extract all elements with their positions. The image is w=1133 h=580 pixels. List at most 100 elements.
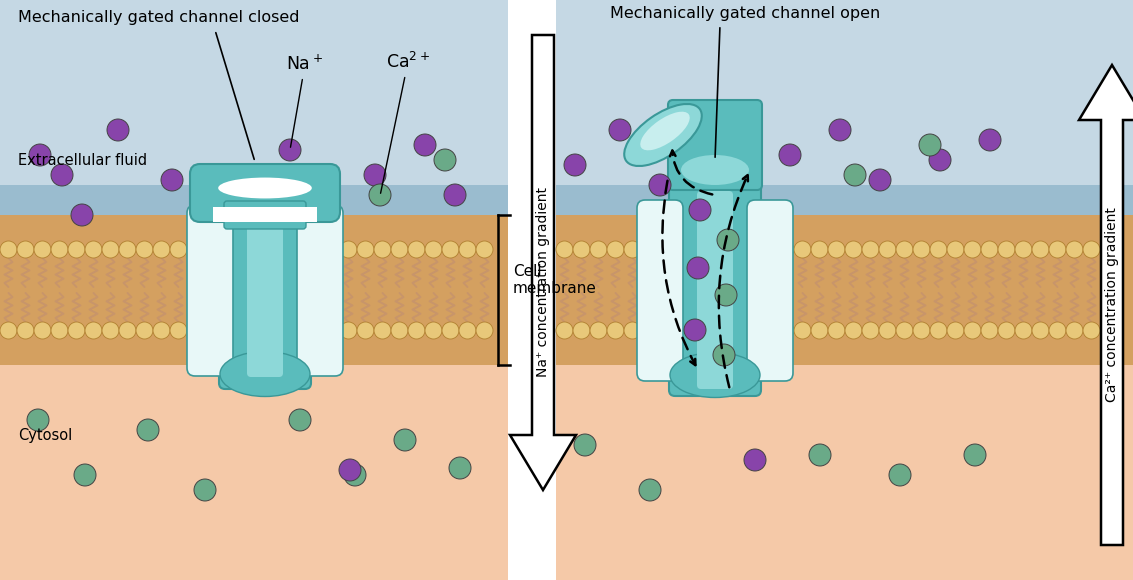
Text: Mechanically gated channel open: Mechanically gated channel open <box>610 6 880 21</box>
Circle shape <box>34 241 51 258</box>
Circle shape <box>34 322 51 339</box>
Circle shape <box>715 284 736 306</box>
Circle shape <box>27 409 49 431</box>
Circle shape <box>68 322 85 339</box>
Circle shape <box>51 164 73 186</box>
Circle shape <box>684 319 706 341</box>
Circle shape <box>964 322 981 339</box>
Circle shape <box>369 184 391 206</box>
Circle shape <box>556 241 573 258</box>
Bar <box>0 185 508 245</box>
Circle shape <box>51 322 68 339</box>
Circle shape <box>17 322 34 339</box>
Circle shape <box>444 184 466 206</box>
FancyBboxPatch shape <box>224 201 306 229</box>
Circle shape <box>869 169 891 191</box>
Circle shape <box>689 199 712 221</box>
Circle shape <box>449 457 471 479</box>
Circle shape <box>425 322 442 339</box>
FancyBboxPatch shape <box>297 205 343 376</box>
Circle shape <box>408 322 425 339</box>
Circle shape <box>639 479 661 501</box>
Circle shape <box>889 464 911 486</box>
Circle shape <box>161 169 184 191</box>
Circle shape <box>1049 241 1066 258</box>
Circle shape <box>119 322 136 339</box>
Circle shape <box>930 241 947 258</box>
Circle shape <box>102 322 119 339</box>
Circle shape <box>607 322 624 339</box>
Circle shape <box>1083 322 1100 339</box>
Text: Na⁺ concentration gradient: Na⁺ concentration gradient <box>536 187 550 377</box>
Circle shape <box>879 241 896 258</box>
Circle shape <box>879 322 896 339</box>
Circle shape <box>170 322 187 339</box>
Circle shape <box>374 322 391 339</box>
Circle shape <box>713 344 735 366</box>
Circle shape <box>85 322 102 339</box>
Circle shape <box>829 119 851 141</box>
Circle shape <box>29 144 51 166</box>
Circle shape <box>590 322 607 339</box>
Circle shape <box>170 241 187 258</box>
Circle shape <box>794 322 811 339</box>
Circle shape <box>1066 241 1083 258</box>
FancyBboxPatch shape <box>637 200 683 381</box>
Bar <box>556 185 1133 245</box>
Circle shape <box>102 241 119 258</box>
Circle shape <box>374 241 391 258</box>
Circle shape <box>624 322 641 339</box>
Circle shape <box>556 322 573 339</box>
Text: Ca$^{2+}$: Ca$^{2+}$ <box>381 52 429 193</box>
Circle shape <box>459 241 476 258</box>
Circle shape <box>744 449 766 471</box>
FancyBboxPatch shape <box>668 164 761 396</box>
Circle shape <box>919 134 942 156</box>
Circle shape <box>339 459 361 481</box>
Bar <box>0 0 508 225</box>
FancyBboxPatch shape <box>668 100 763 190</box>
Circle shape <box>845 241 862 258</box>
Circle shape <box>862 322 879 339</box>
Circle shape <box>590 241 607 258</box>
Circle shape <box>929 149 951 171</box>
Bar <box>213 207 317 222</box>
Circle shape <box>119 241 136 258</box>
Ellipse shape <box>624 104 701 166</box>
Circle shape <box>574 434 596 456</box>
Circle shape <box>777 241 794 258</box>
Circle shape <box>357 241 374 258</box>
Circle shape <box>408 241 425 258</box>
FancyBboxPatch shape <box>697 191 733 389</box>
Ellipse shape <box>681 155 749 185</box>
Circle shape <box>394 429 416 451</box>
Circle shape <box>811 241 828 258</box>
Circle shape <box>862 241 879 258</box>
Circle shape <box>624 241 641 258</box>
Circle shape <box>1066 322 1083 339</box>
Circle shape <box>414 134 436 156</box>
Circle shape <box>794 241 811 258</box>
Circle shape <box>0 322 17 339</box>
Circle shape <box>476 241 493 258</box>
Circle shape <box>85 241 102 258</box>
Circle shape <box>913 322 930 339</box>
Circle shape <box>780 144 801 166</box>
Circle shape <box>107 119 129 141</box>
Circle shape <box>391 322 408 339</box>
Circle shape <box>964 444 986 466</box>
Circle shape <box>1032 322 1049 339</box>
Circle shape <box>896 322 913 339</box>
Circle shape <box>844 164 866 186</box>
Circle shape <box>17 241 34 258</box>
Circle shape <box>896 241 913 258</box>
Circle shape <box>610 119 631 141</box>
Circle shape <box>777 322 794 339</box>
FancyBboxPatch shape <box>247 204 283 377</box>
Circle shape <box>344 464 366 486</box>
FancyBboxPatch shape <box>219 192 310 389</box>
Circle shape <box>476 322 493 339</box>
Text: Extracellular fluid: Extracellular fluid <box>18 153 147 168</box>
Circle shape <box>998 241 1015 258</box>
FancyBboxPatch shape <box>747 200 793 381</box>
